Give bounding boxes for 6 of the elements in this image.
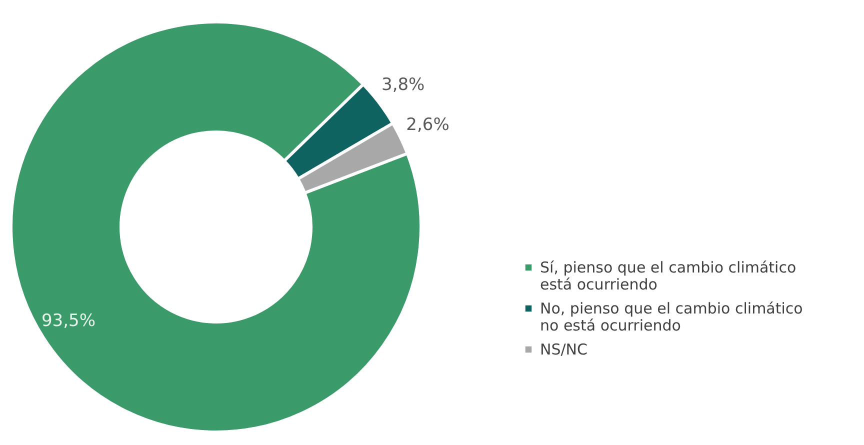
legend-label: No, pienso que el cambio climático no está ocurriendo <box>540 300 803 334</box>
legend-label: Sí, pienso que el cambio climático está ocurriendo <box>540 258 796 294</box>
data-label: 93,5% <box>41 311 96 332</box>
data-label: 3,8% <box>382 74 425 95</box>
legend-label: NS/NC <box>540 340 588 358</box>
data-label: 2,6% <box>406 115 450 136</box>
